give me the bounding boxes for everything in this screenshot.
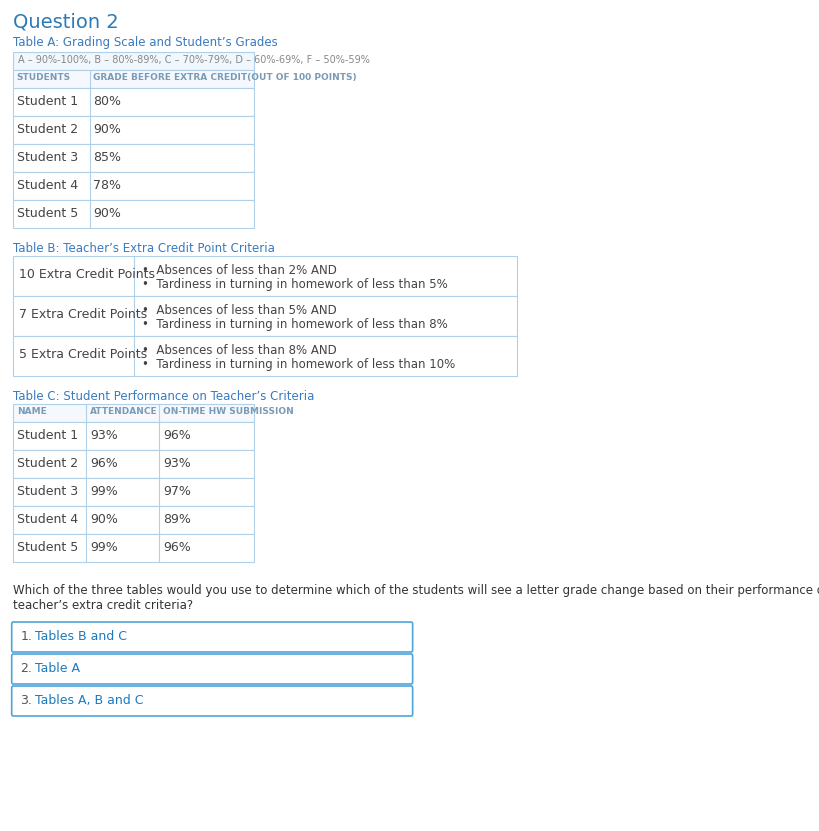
Bar [13,172,254,200]
Text: NAME: NAME [17,407,47,416]
Bar [13,506,254,534]
Text: 99%: 99% [90,541,118,554]
Text: Table A: Grading Scale and Student’s Grades: Table A: Grading Scale and Student’s Gra… [13,36,278,49]
Text: 99%: 99% [90,485,118,498]
Bar [13,256,517,296]
Text: Student 2: Student 2 [17,123,78,136]
Text: •  Absences of less than 5% AND: • Absences of less than 5% AND [143,304,337,317]
Text: 5 Extra Credit Points: 5 Extra Credit Points [19,348,147,361]
Text: Table C: Student Performance on Teacher’s Criteria: Table C: Student Performance on Teacher’… [13,390,314,403]
Text: 10 Extra Credit Points: 10 Extra Credit Points [19,268,155,281]
Text: Student 4: Student 4 [17,513,78,526]
Text: 93%: 93% [90,429,118,442]
Text: 96%: 96% [163,429,191,442]
Text: 96%: 96% [90,457,118,470]
Text: Which of the three tables would you use to determine which of the students will : Which of the three tables would you use … [13,584,819,612]
Text: STUDENTS: STUDENTS [17,73,71,82]
FancyBboxPatch shape [11,686,413,716]
Text: Tables B and C: Tables B and C [35,630,127,643]
Text: ATTENDANCE: ATTENDANCE [90,407,157,416]
Text: 85%: 85% [93,151,121,164]
FancyBboxPatch shape [11,654,413,684]
Bar [13,88,254,116]
Bar [13,70,254,88]
Text: Table A: Table A [35,662,80,675]
Text: GRADE BEFORE EXTRA CREDIT(OUT OF 100 POINTS): GRADE BEFORE EXTRA CREDIT(OUT OF 100 POI… [93,73,357,82]
Bar [13,52,254,70]
Text: 89%: 89% [163,513,191,526]
Text: 80%: 80% [93,95,121,108]
Text: •  Absences of less than 2% AND: • Absences of less than 2% AND [143,264,337,277]
Text: 96%: 96% [163,541,191,554]
Text: •  Tardiness in turning in homework of less than 5%: • Tardiness in turning in homework of le… [143,278,448,291]
FancyBboxPatch shape [11,622,413,652]
Bar [13,296,517,336]
Text: 78%: 78% [93,179,121,192]
Text: Student 5: Student 5 [17,207,78,220]
Text: 1.: 1. [20,630,32,643]
Text: ON-TIME HW SUBMISSION: ON-TIME HW SUBMISSION [163,407,294,416]
Bar [13,144,254,172]
Text: Student 5: Student 5 [17,541,78,554]
Text: 90%: 90% [93,123,121,136]
Text: Question 2: Question 2 [13,13,119,32]
Text: 7 Extra Credit Points: 7 Extra Credit Points [19,308,147,321]
Text: •  Tardiness in turning in homework of less than 8%: • Tardiness in turning in homework of le… [143,318,448,331]
Text: Table B: Teacher’s Extra Credit Point Criteria: Table B: Teacher’s Extra Credit Point Cr… [13,242,275,255]
Text: 90%: 90% [93,207,121,220]
Text: Tables A, B and C: Tables A, B and C [35,694,143,707]
Bar [13,534,254,562]
Text: •  Tardiness in turning in homework of less than 10%: • Tardiness in turning in homework of le… [143,358,455,371]
Bar [13,336,517,376]
Bar [13,450,254,478]
Text: 93%: 93% [163,457,191,470]
Text: Student 3: Student 3 [17,151,78,164]
Bar [13,404,254,422]
Text: •  Absences of less than 8% AND: • Absences of less than 8% AND [143,344,337,357]
Text: 90%: 90% [90,513,118,526]
Bar [13,478,254,506]
Text: Student 2: Student 2 [17,457,78,470]
Text: Student 3: Student 3 [17,485,78,498]
Text: Student 1: Student 1 [17,429,78,442]
Bar [13,422,254,450]
Text: 97%: 97% [163,485,191,498]
Text: 3.: 3. [20,694,32,707]
Text: Student 4: Student 4 [17,179,78,192]
Bar [13,116,254,144]
Text: 2.: 2. [20,662,32,675]
Text: A – 90%-100%, B – 80%-89%, C – 70%-79%, D – 60%-69%, F – 50%-59%: A – 90%-100%, B – 80%-89%, C – 70%-79%, … [17,55,369,65]
Text: Student 1: Student 1 [17,95,78,108]
Bar [13,200,254,228]
